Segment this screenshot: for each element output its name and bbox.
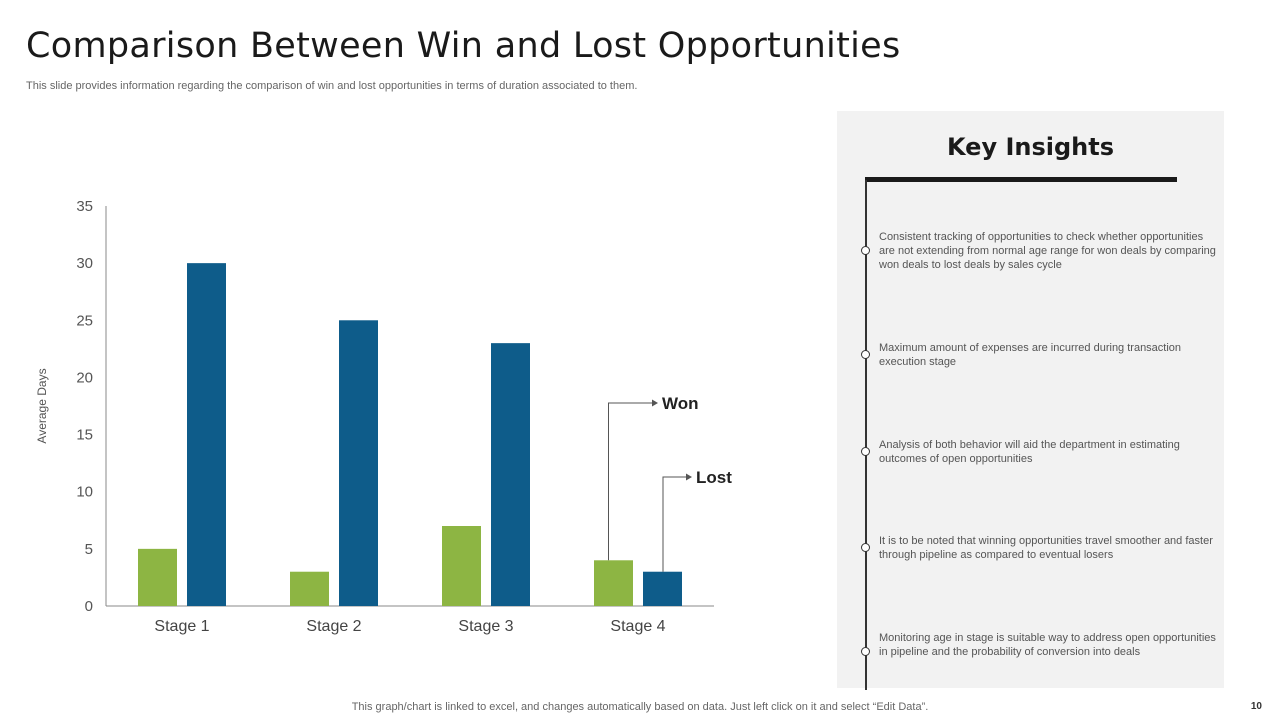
heading-underline [865,177,1177,182]
slide-subtitle: This slide provides information regardin… [26,80,638,92]
y-tick-label: 20 [76,369,93,386]
y-tick-label: 0 [85,598,93,615]
footer-note: This graph/chart is linked to excel, and… [351,701,929,713]
y-tick-label: 15 [76,427,93,444]
won-callout-label: Won [662,394,699,413]
slide-title: Comparison Between Win and Lost Opportun… [26,26,901,66]
insight-item: Maximum amount of expenses are incurred … [879,342,1182,368]
won-callout-line [608,402,654,561]
key-insights-heading: Key Insights [946,133,1114,161]
won-bar [290,571,329,606]
insight-item: Analysis of both behavior will aid the d… [879,439,1180,465]
timeline-dot [861,350,870,359]
y-tick-label: 5 [85,541,93,558]
bar-chart: 0 5 10 15 20 25 30 35 Average Days Stage 1 Stage 2… [35,198,732,635]
won-bar [594,560,633,606]
lost-callout-line [662,476,688,572]
y-axis-title: Average Days [35,368,49,443]
x-tick-label: Stage 3 [458,618,513,635]
page-number: 10 [1250,701,1262,712]
y-tick-label: 30 [76,255,93,272]
x-tick-label: Stage 1 [154,618,209,635]
x-tick-label: Stage 4 [610,618,665,635]
insight-item: Consistent tracking of opportunities to … [879,231,1216,271]
lost-bar [491,343,530,606]
lost-bar [187,263,226,606]
timeline-dot [861,246,870,255]
lost-bar [339,320,378,606]
timeline-dot [861,647,870,656]
won-bar [442,526,481,606]
y-tick-label: 35 [76,198,93,215]
lost-callout-arrowhead [686,473,692,481]
timeline-dot [861,543,870,552]
insights-timeline [865,180,867,690]
insight-item: Monitoring age in stage is suitable way … [879,632,1216,658]
y-tick-label: 10 [76,484,93,501]
x-tick-label: Stage 2 [306,618,361,635]
insight-item: It is to be noted that winning opportuni… [879,535,1213,561]
won-callout-arrowhead [652,399,658,407]
y-tick-label: 25 [76,312,93,329]
key-insights-panel: Key Insights [837,111,1224,688]
timeline-dot [861,447,870,456]
lost-bar [643,571,682,606]
won-bar [138,548,177,606]
lost-callout-label: Lost [696,468,732,487]
